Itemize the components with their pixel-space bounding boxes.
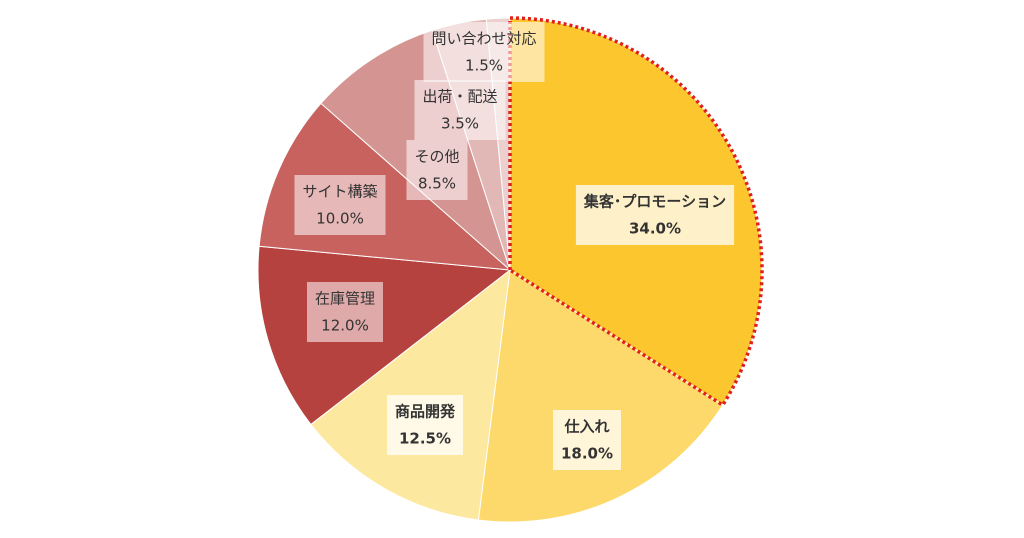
data-label: 問い合わせ対応 1.5% xyxy=(423,22,545,82)
data-label: その他 8.5% xyxy=(406,140,468,200)
category-label: 出荷・配送 xyxy=(422,88,497,106)
category-label: 集客･プロモーション xyxy=(583,193,726,211)
label-box xyxy=(423,22,545,82)
data-label: サイト構築 10.0% xyxy=(294,175,386,235)
label-box xyxy=(414,80,506,140)
value-label: 1.5% xyxy=(465,57,503,75)
pie-slice xyxy=(477,269,724,523)
value-label: 10.0% xyxy=(316,210,364,228)
category-label: サイト構築 xyxy=(302,183,377,201)
data-label: 商品開発 12.5% xyxy=(386,395,464,455)
value-label: 34.0% xyxy=(629,220,681,238)
value-label: 3.5% xyxy=(441,115,479,133)
data-label: 仕入れ 18.0% xyxy=(552,410,622,470)
data-label: 出荷・配送 3.5% xyxy=(414,80,506,140)
label-box xyxy=(552,410,622,470)
label-box xyxy=(575,185,735,245)
value-label: 18.0% xyxy=(561,445,613,463)
data-label: 集客･プロモーション 34.0% xyxy=(575,185,735,245)
category-label: 仕入れ xyxy=(563,418,609,436)
label-box xyxy=(406,140,468,200)
value-label: 12.0% xyxy=(321,317,369,335)
category-label: 商品開発 xyxy=(395,403,456,421)
label-box xyxy=(306,282,384,342)
data-label: 在庫管理 12.0% xyxy=(306,282,384,342)
highlight-outline xyxy=(508,16,764,408)
value-label: 8.5% xyxy=(418,175,456,193)
label-box xyxy=(294,175,386,235)
label-box xyxy=(386,395,464,455)
category-label: その他 xyxy=(414,148,459,166)
category-label: 在庫管理 xyxy=(315,290,375,308)
value-label: 12.5% xyxy=(399,430,451,448)
category-label: 問い合わせ対応 xyxy=(431,30,536,48)
